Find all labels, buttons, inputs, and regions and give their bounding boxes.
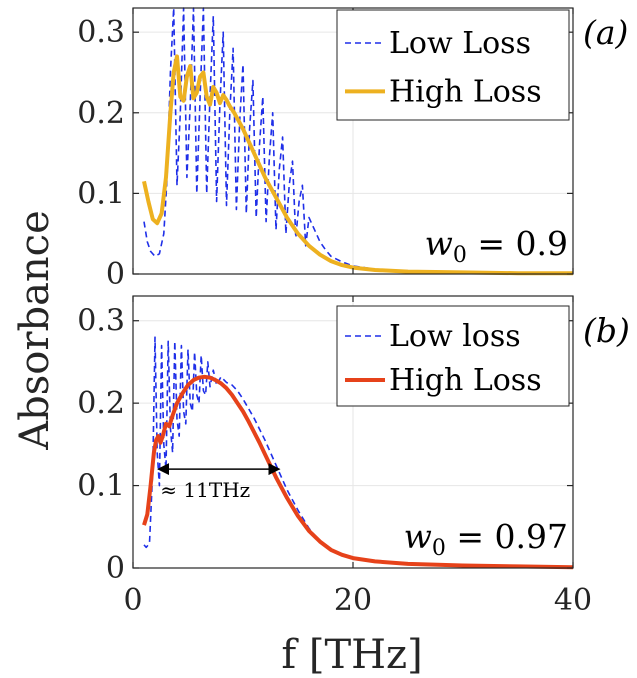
panel-a-series — [142, 7, 573, 276]
y-tick-label: 0.1 — [77, 176, 125, 211]
panel-a-annotation: w0 = 0.9 — [425, 224, 568, 268]
panel-b-ticks: 0 0.1 0.2 0.3 0 20 40 — [77, 296, 592, 618]
y-tick-label: 0.2 — [77, 96, 125, 131]
legend-box — [336, 305, 570, 407]
panel-b-label: (b) — [583, 311, 630, 350]
y-axis-title: Absorbance — [12, 210, 58, 451]
x-tick-label: 0 — [123, 583, 142, 618]
legend-label: Low Loss — [389, 26, 531, 61]
high-loss-line — [142, 374, 574, 570]
legend-label: Low loss — [389, 319, 521, 354]
y-tick-label: 0.3 — [77, 304, 125, 339]
panel-a-ticks: 0 0.1 0.2 0.3 — [77, 8, 574, 292]
panel-a-label: (a) — [583, 13, 628, 52]
y-tick-label: 0 — [106, 257, 125, 292]
x-axis-title: f [THz] — [281, 632, 422, 678]
annotation-symbol: w — [425, 224, 453, 263]
legend-label: High Loss — [389, 74, 542, 109]
panel-a-legend: Low Loss High Loss — [336, 9, 570, 121]
panel-b-bandwidth: ≈ 11THz — [157, 463, 281, 502]
x-tick-label: 40 — [554, 583, 592, 618]
annotation-subscript: 0 — [453, 243, 467, 268]
bandwidth-label: ≈ 11THz — [160, 478, 250, 502]
panel-b-annotation: w0 = 0.97 — [404, 517, 568, 561]
y-tick-label: 0 — [106, 551, 125, 586]
panel-b-series — [142, 336, 574, 570]
y-tick-label: 0.2 — [77, 386, 125, 421]
low-loss-line — [143, 7, 573, 275]
legend-label: High Loss — [389, 363, 542, 398]
panel-b-legend: Low loss High Loss — [336, 305, 570, 407]
high-loss-line — [142, 54, 573, 276]
x-tick-label: 20 — [334, 583, 372, 618]
y-tick-label: 0.3 — [77, 15, 125, 50]
legend-box — [336, 9, 570, 121]
annotation-value: = 0.9 — [467, 224, 568, 263]
annotation-value: = 0.97 — [446, 517, 568, 556]
y-tick-label: 0.1 — [77, 469, 125, 504]
panel-b: 0 0.1 0.2 0.3 0 20 40 Low loss High Loss ≈ 11TH… — [77, 295, 630, 618]
annotation-subscript: 0 — [432, 536, 446, 561]
annotation-symbol: w — [404, 517, 432, 556]
